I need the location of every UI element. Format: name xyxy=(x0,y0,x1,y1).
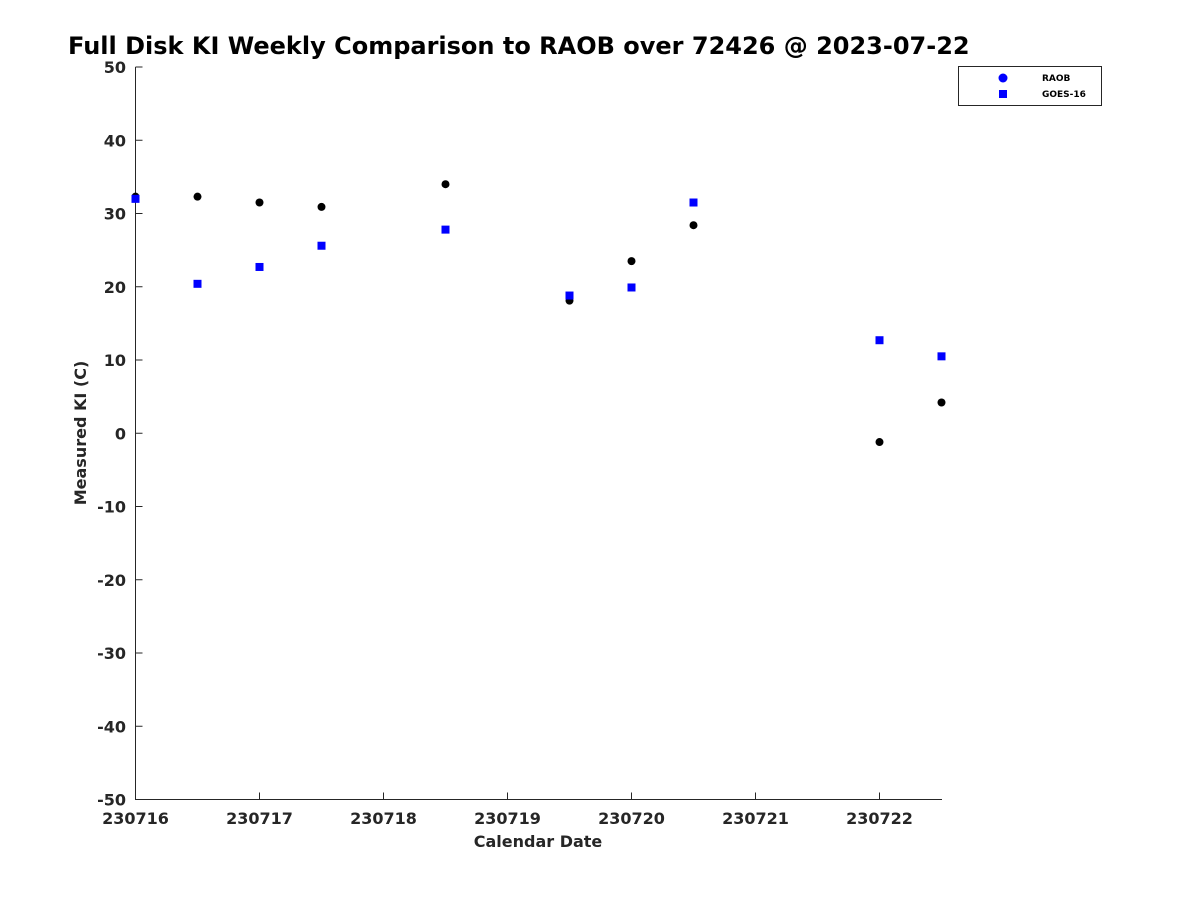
legend-goes-label: GOES-16 xyxy=(1042,90,1086,100)
y-tick-label: 40 xyxy=(104,131,126,150)
raob-point xyxy=(255,198,264,207)
legend-raob-marker xyxy=(998,73,1008,83)
legend: RAOB GOES-16 xyxy=(958,66,1102,106)
y-axis-label: Measured KI (C) xyxy=(71,361,90,506)
x-axis-label: Calendar Date xyxy=(474,832,603,851)
y-tick-label: -50 xyxy=(97,791,126,810)
goes16-point xyxy=(937,352,946,361)
x-axis-ticks: 230716 230717 230718 230719 230720 230721 2307… xyxy=(102,792,913,828)
x-tick-label: 230716 xyxy=(102,809,169,828)
y-tick-label: -10 xyxy=(97,498,126,517)
raob-point xyxy=(627,257,636,266)
data-points xyxy=(131,180,946,447)
y-tick-label: 50 xyxy=(104,58,126,77)
raob-point xyxy=(193,192,202,201)
legend-goes-marker xyxy=(999,90,1007,98)
goes16-point xyxy=(689,198,698,207)
y-tick-label: 0 xyxy=(115,424,126,443)
x-tick-label: 230722 xyxy=(846,809,913,828)
x-tick-label: 230717 xyxy=(226,809,293,828)
x-tick-label: 230718 xyxy=(350,809,417,828)
x-tick-label: 230721 xyxy=(722,809,789,828)
raob-point xyxy=(875,438,884,447)
y-tick-label: -40 xyxy=(97,717,126,736)
legend-box xyxy=(958,66,1102,106)
goes16-point xyxy=(627,283,636,292)
raob-point xyxy=(689,221,698,230)
y-tick-label: -20 xyxy=(97,571,126,590)
y-tick-label: 20 xyxy=(104,278,126,297)
goes16-point xyxy=(131,194,140,203)
y-axis-ticks: -50 -40 -30 -20 -10 0 10 20 30 40 50 xyxy=(97,58,143,810)
raob-point xyxy=(441,180,450,189)
chart-title: Full Disk KI Weekly Comparison to RAOB o… xyxy=(68,32,970,60)
x-tick-label: 230720 xyxy=(598,809,665,828)
y-tick-label: -30 xyxy=(97,644,126,663)
y-tick-label: 30 xyxy=(104,205,126,224)
raob-point xyxy=(937,398,946,407)
goes16-point xyxy=(875,336,884,345)
goes16-point xyxy=(193,279,202,288)
y-tick-label: 10 xyxy=(104,351,126,370)
goes16-point xyxy=(317,241,326,250)
x-tick-label: 230719 xyxy=(474,809,541,828)
raob-point xyxy=(317,202,326,211)
goes16-point xyxy=(255,262,264,271)
goes16-point xyxy=(441,225,450,234)
goes16-point xyxy=(565,291,574,300)
legend-raob-label: RAOB xyxy=(1042,74,1071,84)
